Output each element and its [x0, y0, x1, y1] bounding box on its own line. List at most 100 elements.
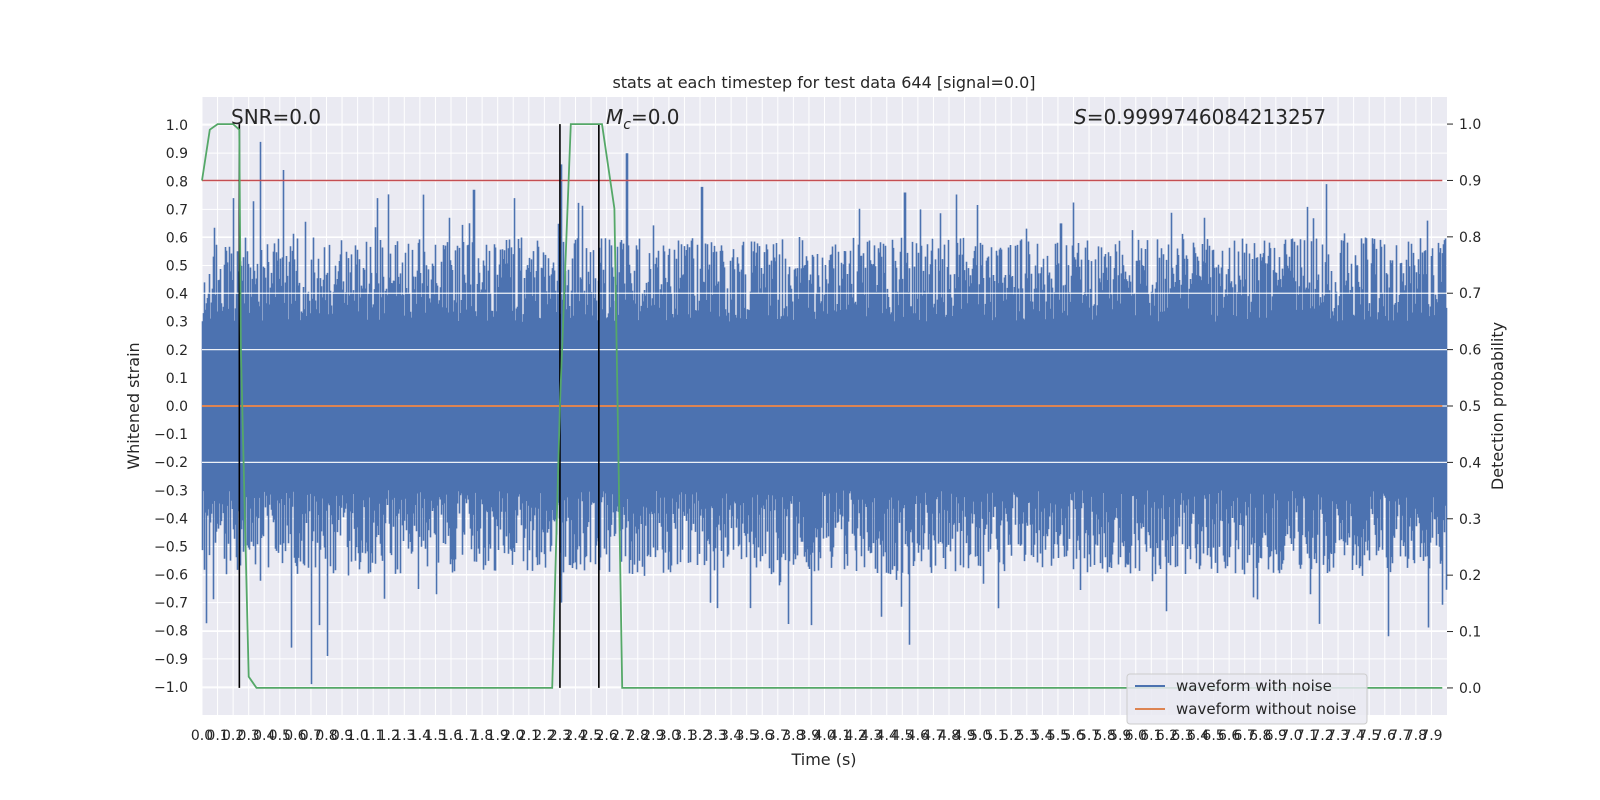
- x-tick-label: 2.4: [564, 728, 586, 744]
- y-tick-label: −0.2: [154, 455, 188, 471]
- snr-annotation: SNR=0.0: [231, 105, 321, 129]
- x-tick-label: 7.5: [1358, 728, 1380, 744]
- y2-tick-label: 0.0: [1459, 681, 1481, 697]
- x-tick-label: 7.7: [1389, 728, 1411, 744]
- legend: waveform with noise waveform without noi…: [1126, 673, 1368, 725]
- chart-title: stats at each timestep for test data 644…: [612, 73, 1035, 92]
- series-lines: [201, 123, 1447, 689]
- x-tick-label: 5.9: [1109, 728, 1131, 744]
- x-tick-label: 4.6: [907, 728, 929, 744]
- y-tick-label: −0.6: [154, 568, 188, 584]
- y2-tick-label: 0.9: [1459, 173, 1481, 189]
- x-tick-label: 6.2: [1156, 728, 1178, 744]
- x-tick-label: 1.6: [440, 728, 462, 744]
- y-tick-label: 0.6: [166, 230, 188, 246]
- x-tick-label: 1.4: [409, 728, 431, 744]
- x-tick-label: 6.6: [1218, 728, 1240, 744]
- x-tick-label: 3.1: [673, 728, 695, 744]
- x-tick-label: 1.2: [378, 728, 400, 744]
- x-tick-label: 6.1: [1140, 728, 1162, 744]
- y-tick-label: −0.8: [154, 624, 188, 640]
- x-tick-label: 5.6: [1062, 728, 1084, 744]
- x-axis-ticks: 0.00.10.20.30.40.50.60.70.80.91.01.11.21…: [191, 728, 1443, 744]
- x-tick-label: 7.0: [1280, 728, 1302, 744]
- y-tick-label: 1.0: [166, 118, 188, 134]
- x-tick-label: 3.0: [658, 728, 680, 744]
- x-tick-label: 3.6: [751, 728, 773, 744]
- y2-tick-label: 0.6: [1459, 343, 1481, 359]
- x-tick-label: 2.7: [611, 728, 633, 744]
- x-tick-label: 7.3: [1327, 728, 1349, 744]
- x-tick-label: 1.1: [362, 728, 384, 744]
- x-tick-label: 2.6: [595, 728, 617, 744]
- x-tick-label: 4.4: [876, 728, 898, 744]
- x-tick-label: 6.7: [1234, 728, 1256, 744]
- mc-symbol: M: [606, 105, 623, 129]
- x-tick-label: 7.4: [1342, 728, 1364, 744]
- x-tick-label: 6.0: [1125, 728, 1147, 744]
- x-tick-label: 4.7: [922, 728, 944, 744]
- x-tick-label: 3.8: [782, 728, 804, 744]
- y-tick-label: −1.0: [154, 680, 188, 696]
- y-tick-label: −0.1: [154, 427, 188, 443]
- y2-tick-label: 1.0: [1459, 117, 1481, 133]
- x-tick-label: 2.3: [549, 728, 571, 744]
- x-tick-label: 3.3: [704, 728, 726, 744]
- y-tick-label: 0.1: [166, 371, 188, 387]
- s-symbol: S: [1074, 105, 1087, 129]
- x-tick-label: 1.0: [346, 728, 368, 744]
- x-tick-label: 4.3: [860, 728, 882, 744]
- x-axis-label: Time (s): [790, 750, 856, 769]
- y-tick-label: 0.5: [166, 259, 188, 275]
- x-tick-label: 3.9: [798, 728, 820, 744]
- y-tick-label: −0.5: [154, 539, 188, 555]
- y2-tick-label: 0.4: [1459, 455, 1481, 471]
- x-tick-label: 0.8: [315, 728, 337, 744]
- x-tick-label: 0.7: [300, 728, 322, 744]
- y-axis-label: Whitened strain: [124, 342, 143, 469]
- y-tick-label: 0.9: [166, 146, 188, 162]
- x-tick-label: 0.5: [269, 728, 291, 744]
- x-tick-label: 4.0: [813, 728, 835, 744]
- legend-label-clean: waveform without noise: [1176, 700, 1356, 718]
- x-tick-label: 4.5: [891, 728, 913, 744]
- y2-tick-label: 0.5: [1459, 399, 1481, 415]
- y2-axis-label: Detection probability: [1488, 322, 1507, 490]
- x-tick-label: 5.0: [969, 728, 991, 744]
- mc-subscript: c: [623, 117, 631, 133]
- x-tick-label: 2.9: [642, 728, 664, 744]
- x-tick-label: 3.4: [720, 728, 742, 744]
- x-tick-label: 7.2: [1311, 728, 1333, 744]
- x-tick-label: 4.2: [844, 728, 866, 744]
- y-tick-label: 0.7: [166, 202, 188, 218]
- mc-annotation: Mc=0.0: [606, 105, 680, 133]
- x-tick-label: 3.7: [767, 728, 789, 744]
- y-tick-label: −0.4: [154, 511, 188, 527]
- x-tick-label: 5.3: [1016, 728, 1038, 744]
- x-tick-label: 2.8: [627, 728, 649, 744]
- mc-value: =0.0: [631, 105, 680, 129]
- x-tick-label: 1.3: [393, 728, 415, 744]
- y-tick-label: 0.3: [166, 315, 188, 331]
- x-tick-label: 5.8: [1093, 728, 1115, 744]
- x-tick-label: 0.4: [253, 728, 275, 744]
- y-tick-label: 0.0: [166, 399, 188, 415]
- x-tick-label: 0.0: [191, 728, 213, 744]
- x-tick-label: 0.9: [331, 728, 353, 744]
- x-tick-label: 5.7: [1078, 728, 1100, 744]
- x-tick-label: 4.1: [829, 728, 851, 744]
- x-tick-label: 4.8: [938, 728, 960, 744]
- x-tick-label: 2.0: [502, 728, 524, 744]
- x-tick-label: 5.4: [1031, 728, 1053, 744]
- x-tick-label: 0.6: [284, 728, 306, 744]
- x-tick-label: 6.5: [1202, 728, 1224, 744]
- x-tick-label: 1.5: [424, 728, 446, 744]
- y-tick-label: 0.4: [166, 287, 188, 303]
- x-tick-label: 7.6: [1374, 728, 1396, 744]
- x-tick-label: 6.8: [1249, 728, 1271, 744]
- y2-tick-label: 0.3: [1459, 512, 1481, 528]
- x-tick-label: 1.7: [455, 728, 477, 744]
- legend-label-noise: waveform with noise: [1176, 677, 1332, 695]
- x-tick-label: 0.2: [222, 728, 244, 744]
